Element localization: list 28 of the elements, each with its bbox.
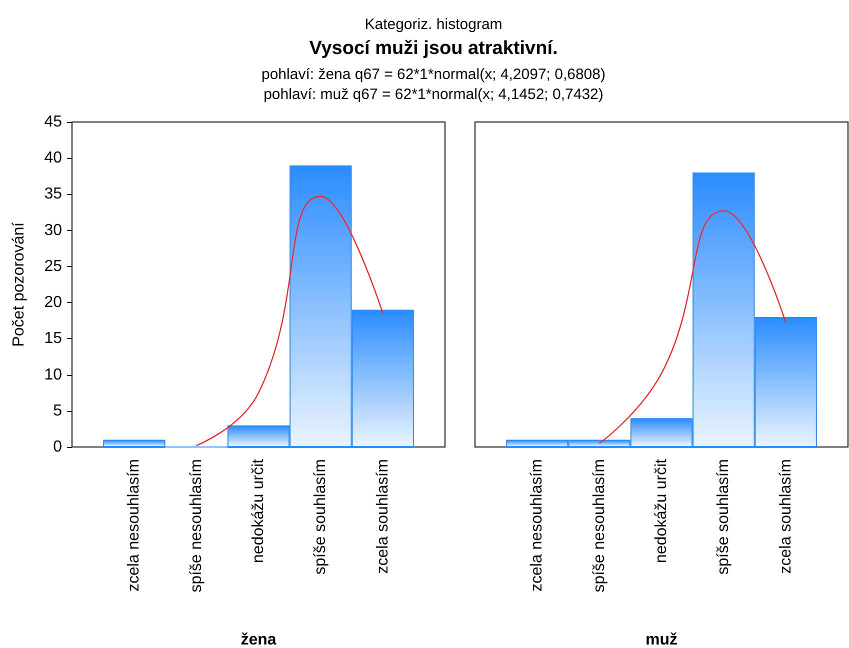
- y-tick-label: 25: [44, 258, 62, 275]
- y-tick-label: 35: [44, 186, 62, 203]
- x-tick-label: zcela souhlasím: [777, 459, 794, 574]
- y-tick-label: 10: [44, 366, 62, 384]
- chart-title: Vysocí muži jsou atraktivní.: [309, 38, 558, 59]
- text: pohlaví: muž q67 = 62*1*normal(x; 4,1452; 0,7432): [264, 86, 604, 103]
- chart-subtitle: Kategoriz. histogram: [364, 16, 502, 33]
- x-tick-label: spíše nesouhlasím: [188, 459, 205, 592]
- x-tick-label: spíše souhlasím: [715, 459, 732, 575]
- y-tick-label: 30: [44, 222, 62, 239]
- x-tick-label: spíše nesouhlasím: [590, 459, 608, 592]
- line-series: [196, 196, 384, 446]
- y-axis-title: Počet pozorování: [10, 222, 28, 347]
- y-tick-label: 0: [53, 438, 62, 456]
- x-axis-title: žena: [240, 632, 276, 648]
- y-tick-label: 40: [44, 150, 62, 167]
- x-tick-label: nedokážu určit: [653, 458, 670, 564]
- x-tick-label: nedokážu určit: [250, 458, 267, 564]
- x-tick-label: zcela souhlasím: [374, 459, 392, 574]
- text: pohlaví: žena q67 = 62*1*normal(x; 4,2097; 0,6808): [262, 66, 606, 83]
- x-axis-title: muž: [646, 632, 678, 648]
- y-tick-label: 45: [44, 114, 62, 130]
- x-tick-label: zcela nesouhlasím: [528, 459, 546, 592]
- y-tick-label: 5: [53, 402, 62, 420]
- x-tick-label: spíše souhlasím: [312, 459, 330, 575]
- x-tick-label: zcela nesouhlasím: [126, 459, 143, 592]
- y-tick-label: 15: [44, 330, 62, 348]
- y-tick-label: 20: [44, 294, 62, 312]
